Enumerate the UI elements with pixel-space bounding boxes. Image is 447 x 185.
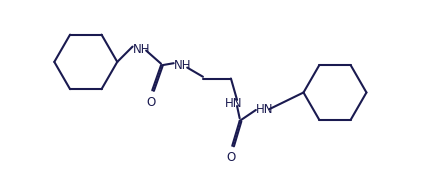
- Text: HN: HN: [225, 97, 242, 110]
- Text: O: O: [227, 151, 236, 164]
- Text: NH: NH: [174, 59, 192, 72]
- Text: O: O: [147, 96, 156, 109]
- Text: HN: HN: [256, 103, 274, 116]
- Text: NH: NH: [133, 43, 151, 56]
